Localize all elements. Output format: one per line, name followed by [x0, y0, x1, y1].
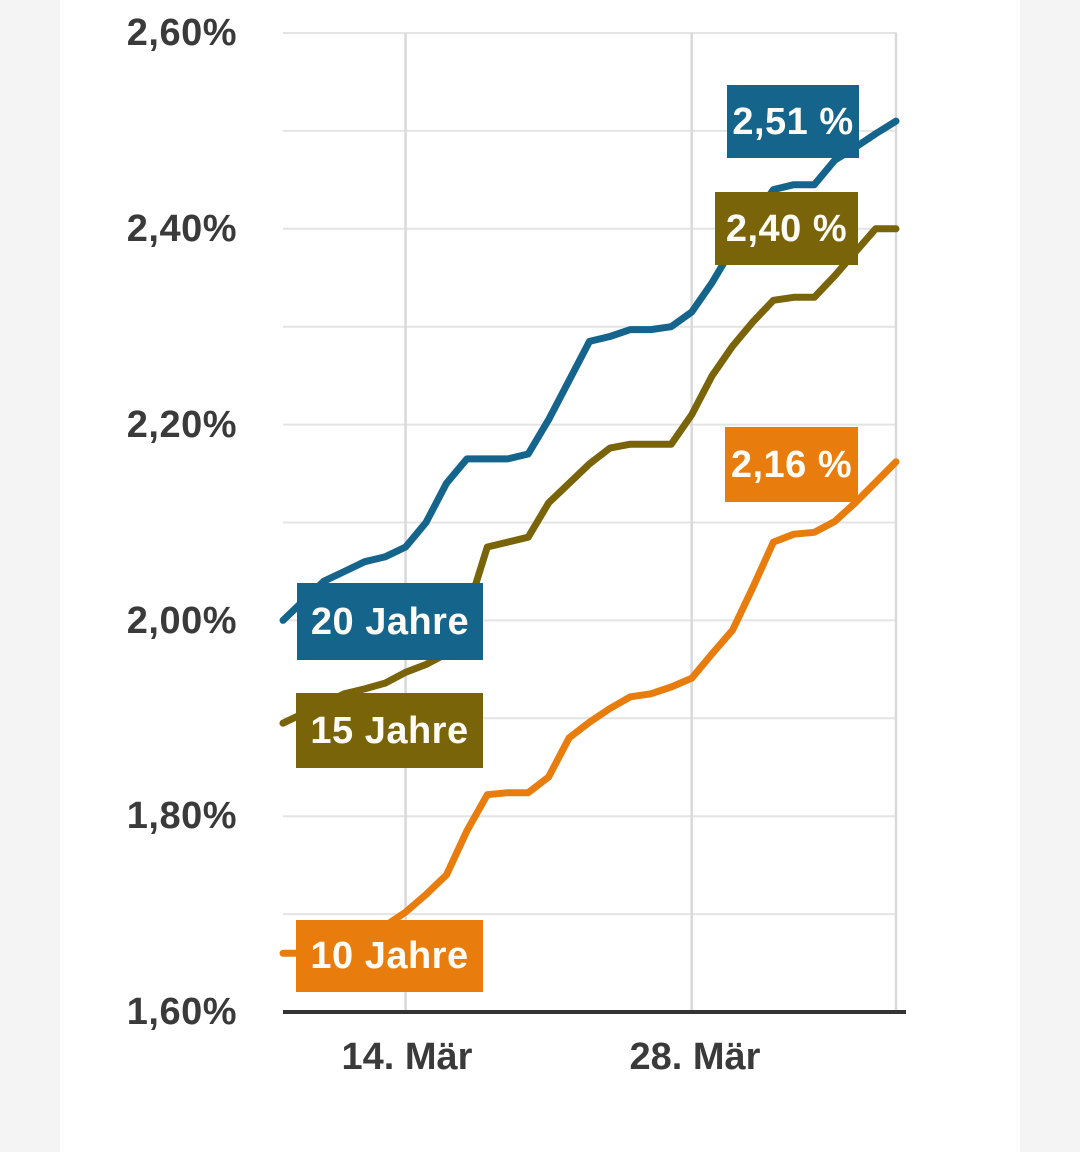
value-label-text: 2,16 % — [730, 443, 853, 486]
line-15-jahre — [279, 225, 900, 727]
y-tick-label: 2,20% — [126, 404, 237, 446]
series-label-box-20-jahre: 20 Jahre — [297, 583, 483, 660]
value-label-box-15-jahre: 2,40 % — [715, 192, 858, 265]
value-label-text: 2,40 % — [725, 207, 848, 250]
line-20-jahre — [279, 117, 900, 624]
y-tick-label: 2,00% — [126, 600, 237, 642]
y-tick-label: 2,40% — [126, 208, 237, 250]
value-label-box-20-jahre: 2,51 % — [727, 85, 859, 158]
y-tick-label: 1,60% — [126, 991, 237, 1033]
series-label-text: 20 Jahre — [310, 600, 470, 643]
value-label-text: 2,51 % — [732, 100, 854, 143]
y-tick-label: 1,80% — [126, 795, 237, 837]
value-label-box-10-jahre: 2,16 % — [725, 427, 858, 502]
x-tick-label: 28. Mär — [629, 1036, 761, 1078]
y-tick-label: 2,60% — [126, 12, 237, 54]
x-tick-label: 14. Mär — [341, 1036, 473, 1078]
series-label-text: 15 Jahre — [310, 709, 469, 752]
left-page-margin — [0, 0, 60, 1152]
series-label-box-15-jahre: 15 Jahre — [296, 693, 483, 768]
series-label-box-10-jahre: 10 Jahre — [296, 920, 483, 992]
right-page-margin — [1020, 0, 1080, 1152]
series-label-text: 10 Jahre — [310, 935, 469, 977]
